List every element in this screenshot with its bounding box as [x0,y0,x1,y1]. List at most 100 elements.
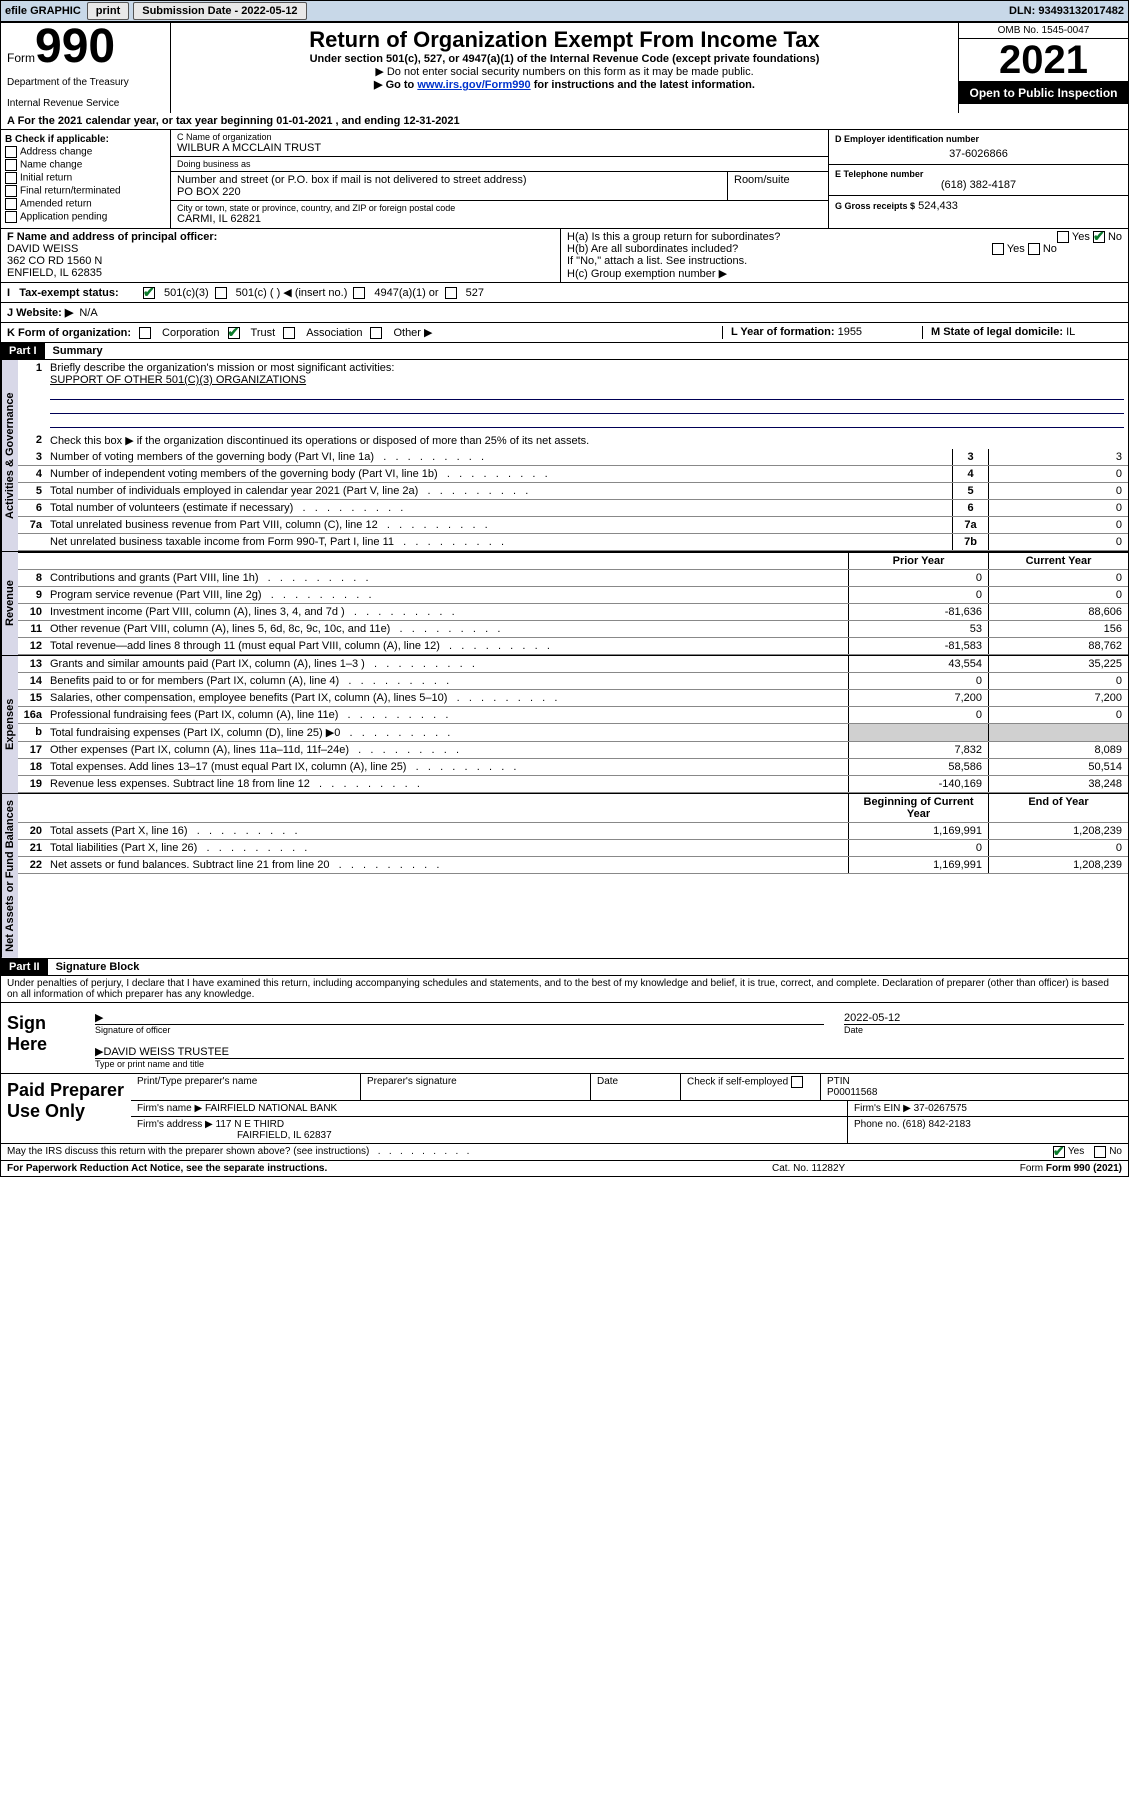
rev-h-text [46,553,848,569]
line-1-label: Briefly describe the organization's miss… [50,362,394,374]
sig-row-1: ▶ Signature of officer 2022-05-12 Date [95,1007,1124,1035]
status-lead: Tax-exempt status: [19,287,118,299]
ln-current: 0 [988,840,1128,856]
sig-date-label: Date [844,1025,1124,1035]
ln-current: 7,200 [988,690,1128,706]
prep-check-label: Check if self-employed [687,1076,788,1087]
prep-head-row: Print/Type preparer's name Preparer's si… [131,1074,1128,1101]
h-c-label: H(c) Group exemption number ▶ [567,267,1122,280]
subtitle-3: ▶ Go to www.irs.gov/Form990 for instruct… [177,78,952,91]
dba-label: Doing business as [177,159,822,169]
officer-name: DAVID WEISS [7,243,78,255]
pra-notice: For Paperwork Reduction Act Notice, see … [7,1163,772,1174]
sig-officer-line: ▶ [95,1007,824,1025]
ln-num: 15 [18,690,46,706]
net-header-row: Beginning of Current Year End of Year [18,794,1128,823]
sub3-pre: ▶ Go to [374,79,417,91]
ln-current: 35,225 [988,656,1128,672]
ln-num: 3 [18,449,46,465]
print-button[interactable]: print [87,2,129,20]
form990-link[interactable]: www.irs.gov/Form990 [417,79,530,91]
part1-header: Part I Summary [0,343,1129,360]
korg-label: K Form of organization: [7,327,131,339]
preparer-block: Paid Preparer Use Only Print/Type prepar… [0,1074,1129,1144]
ln-num: 9 [18,587,46,603]
org-info-block: B Check if applicable: Address change Na… [0,130,1129,229]
part1-title: Summary [45,343,111,359]
ln-text: Program service revenue (Part VIII, line… [46,587,848,603]
org-name-cell: C Name of organization WILBUR A MCCLAIN … [171,130,828,157]
h-a-answer: Yes No [1057,231,1122,243]
right-info-col: D Employer identification number 37-6026… [828,130,1128,228]
box-f-label: F Name and address of principal officer: [7,231,217,243]
prep-h-date: Date [591,1074,681,1100]
discuss-row: May the IRS discuss this return with the… [0,1144,1129,1161]
street-row: Number and street (or P.O. box if mail i… [171,172,828,201]
ln-current: 0 [988,587,1128,603]
website-label: J Website: ▶ [7,306,73,319]
mission-text: SUPPORT OF OTHER 501(C)(3) ORGANIZATIONS [50,374,306,386]
discuss-yes: Yes [1068,1146,1084,1158]
discuss-no: No [1109,1146,1122,1158]
ln-current: 0 [988,673,1128,689]
ln-num: 10 [18,604,46,620]
cat-no: Cat. No. 11282Y [772,1163,972,1174]
gov-line-5: 5Total number of individuals employed in… [18,483,1128,500]
col-current-year: Current Year [988,553,1128,569]
sign-here-block: Sign Here ▶ Signature of officer 2022-05… [0,1003,1129,1074]
revenue-body: Prior Year Current Year 8Contributions a… [18,552,1128,655]
ln-num: 17 [18,742,46,758]
firm-name-label: Firm's name ▶ [137,1103,202,1114]
ln-val: 0 [988,517,1128,533]
ln-text: Total unrelated business revenue from Pa… [46,517,952,533]
ln-current: 156 [988,621,1128,637]
h-note: If "No," attach a list. See instructions… [567,255,1122,267]
vert-governance: Activities & Governance [1,360,18,551]
ln-current: 1,208,239 [988,857,1128,873]
rev-h-num [18,553,46,569]
city-cell: City or town, state or province, country… [171,201,828,227]
sig-officer-label: Signature of officer [95,1025,824,1035]
ln-num: b [18,724,46,741]
gross-label: G Gross receipts $ [835,201,915,211]
ln-val: 0 [988,500,1128,516]
org-name-label: C Name of organization [177,132,822,142]
ln-text: Total number of volunteers (estimate if … [46,500,952,516]
check-initial-return: Initial return [5,172,166,184]
ln-text: Total number of individuals employed in … [46,483,952,499]
gov-lines-container: 3Number of voting members of the governi… [18,449,1128,551]
h-b-label: H(b) Are all subordinates included? [567,243,738,255]
section-net-assets: Net Assets or Fund Balances Beginning of… [0,794,1129,959]
gross-cell: G Gross receipts $ 524,433 [829,196,1128,216]
yof-value: 1955 [838,326,862,338]
submission-date-button[interactable]: Submission Date - 2022-05-12 [133,2,306,20]
ln-num: 22 [18,857,46,873]
ln-current: 0 [988,570,1128,586]
firm-ein-label: Firm's EIN ▶ [854,1103,911,1114]
ln-prior [848,724,988,741]
line-9: 9Program service revenue (Part VIII, lin… [18,587,1128,604]
ln-box: 5 [952,483,988,499]
h-a-label: H(a) Is this a group return for subordin… [567,231,780,243]
ln-num [18,534,46,550]
ln-num: 21 [18,840,46,856]
submission-date-value: 2022-05-12 [241,5,297,17]
ln-num: 4 [18,466,46,482]
sig-date-col: 2022-05-12 Date [844,1007,1124,1035]
line-21: 21Total liabilities (Part X, line 26)00 [18,840,1128,857]
ln-current: 88,606 [988,604,1128,620]
ln-text: Grants and similar amounts paid (Part IX… [46,656,848,672]
net-h-text [46,794,848,822]
preparer-right: Print/Type preparer's name Preparer's si… [131,1074,1128,1143]
ln-text: Total expenses. Add lines 13–17 (must eq… [46,759,848,775]
ln-num: 11 [18,621,46,637]
rev-lines-container: 8Contributions and grants (Part VIII, li… [18,570,1128,655]
ln-text: Benefits paid to or for members (Part IX… [46,673,848,689]
dom-value: IL [1066,326,1075,338]
period-row: A For the 2021 calendar year, or tax yea… [0,113,1129,130]
form-word: Form [7,51,35,65]
gov-line-7b: Net unrelated business taxable income fr… [18,534,1128,551]
website-row: J Website: ▶ N/A [0,303,1129,323]
form-header: Form990 Department of the Treasury Inter… [0,22,1129,113]
check-other [370,327,382,339]
